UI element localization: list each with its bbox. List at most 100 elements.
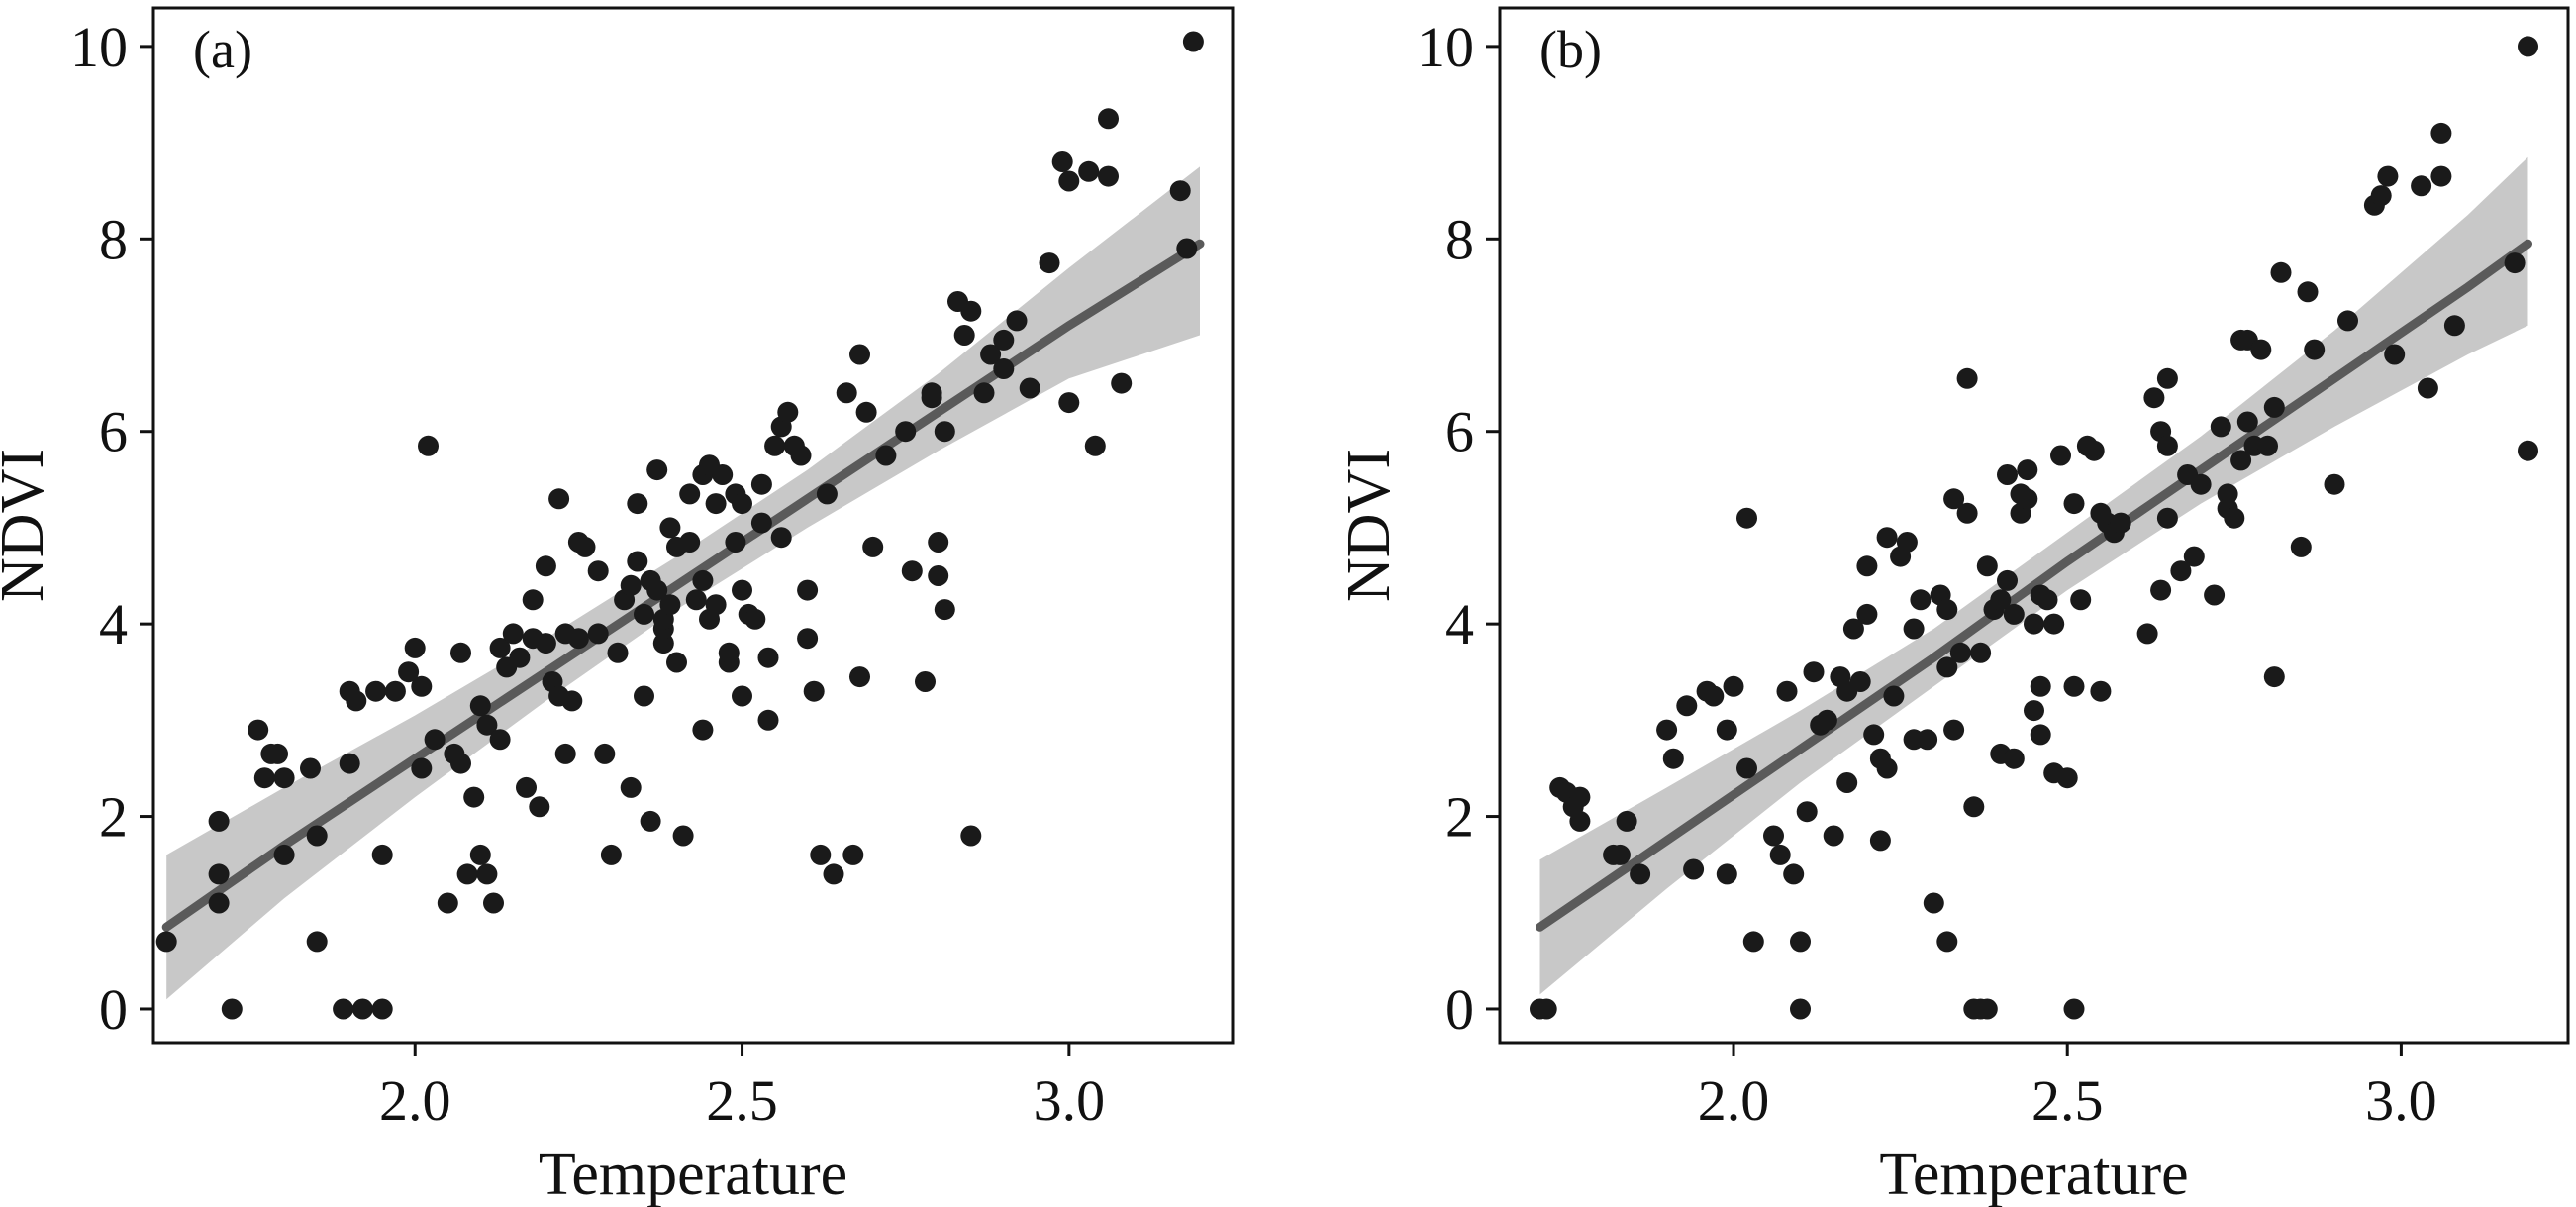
data-point	[1111, 372, 1133, 394]
data-point	[1836, 772, 1858, 793]
data-point	[1723, 675, 1744, 697]
data-point	[1616, 810, 1637, 832]
data-point	[1803, 661, 1825, 683]
data-point	[2377, 165, 2399, 187]
data-point	[2083, 440, 2105, 461]
data-point	[450, 753, 471, 774]
data-point	[757, 709, 779, 731]
data-point	[1997, 464, 2018, 485]
data-point	[1569, 810, 1591, 832]
data-point	[1816, 709, 1837, 731]
data-point	[2063, 998, 2085, 1020]
y-tick-label: 2	[1445, 785, 1474, 850]
data-point	[2170, 560, 2192, 582]
data-point	[1903, 618, 1925, 640]
data-point	[816, 483, 838, 505]
data-point	[1849, 671, 1871, 692]
data-point	[567, 628, 589, 650]
data-point	[1742, 931, 1764, 953]
data-point	[2324, 473, 2345, 495]
data-point	[333, 998, 354, 1020]
data-point	[2297, 281, 2319, 303]
data-point	[1790, 931, 1811, 953]
data-point	[2063, 675, 2085, 697]
panel-b: (b) 2.0 2.5 3.0 0 2 4 6 8 10 Temperature NDVI	[1336, 6, 2570, 1207]
data-point	[339, 753, 360, 774]
data-point	[424, 729, 446, 751]
data-point	[823, 863, 844, 885]
data-point	[2156, 507, 2178, 529]
data-point	[1936, 931, 1958, 953]
data-point	[797, 628, 819, 650]
data-point	[273, 844, 295, 865]
data-point	[2003, 748, 2025, 769]
data-point	[620, 574, 642, 596]
data-point	[1842, 618, 1864, 640]
data-point	[208, 863, 230, 885]
data-point	[2270, 261, 2292, 283]
data-point	[267, 743, 288, 764]
data-point	[764, 435, 786, 456]
data-point	[1609, 844, 1631, 865]
data-point	[640, 810, 661, 832]
data-point	[2156, 367, 2178, 389]
data-point	[679, 532, 701, 553]
data-point	[1569, 786, 1591, 808]
data-point	[810, 844, 832, 865]
data-point	[1058, 170, 1080, 192]
data-point	[2183, 546, 2205, 567]
data-point	[1956, 367, 1978, 389]
x-tick-label: 2.0	[1698, 1068, 1770, 1133]
y-tick-label: 8	[99, 207, 128, 271]
data-point	[2156, 435, 2178, 456]
data-point	[346, 690, 367, 712]
data-point	[365, 680, 387, 702]
data-point	[2518, 36, 2538, 57]
data-point	[2017, 459, 2038, 481]
data-point	[2263, 396, 2285, 418]
data-point	[1176, 238, 1198, 259]
data-point	[928, 532, 949, 553]
data-point	[732, 493, 752, 515]
data-point	[489, 729, 511, 751]
data-point	[253, 767, 275, 789]
data-point	[875, 445, 897, 466]
data-point	[535, 555, 556, 577]
panel-label: (a)	[193, 20, 252, 79]
data-point	[659, 594, 681, 616]
data-point	[2504, 252, 2526, 274]
data-point	[718, 642, 740, 663]
data-point	[980, 344, 1002, 365]
data-point	[208, 810, 230, 832]
data-point	[934, 421, 955, 443]
data-point	[463, 786, 485, 808]
y-tick-label: 6	[1445, 400, 1474, 464]
data-point	[1769, 844, 1791, 865]
data-point	[306, 931, 328, 953]
data-point	[2430, 165, 2452, 187]
data-point	[1863, 724, 1885, 746]
data-point	[411, 675, 433, 697]
data-point	[1997, 569, 2018, 591]
data-point	[2204, 584, 2226, 606]
data-point	[2090, 680, 2112, 702]
data-point	[770, 527, 792, 549]
data-point	[744, 608, 766, 630]
data-point	[2056, 767, 2078, 789]
data-point	[1956, 502, 1978, 524]
data-point	[248, 719, 269, 741]
y-tick-label: 8	[1445, 207, 1474, 271]
data-point	[1169, 180, 1191, 202]
y-axis-title: NDVI	[0, 449, 56, 602]
data-point	[2136, 623, 2158, 645]
data-point	[1963, 796, 1985, 818]
data-point	[1869, 830, 1891, 852]
data-point	[1856, 603, 1878, 625]
data-point	[2236, 411, 2258, 433]
data-point	[777, 401, 799, 423]
data-point	[2063, 493, 2085, 515]
data-point	[1676, 695, 1698, 717]
data-point	[646, 459, 668, 481]
data-point	[993, 329, 1015, 351]
data-point	[2304, 339, 2326, 360]
